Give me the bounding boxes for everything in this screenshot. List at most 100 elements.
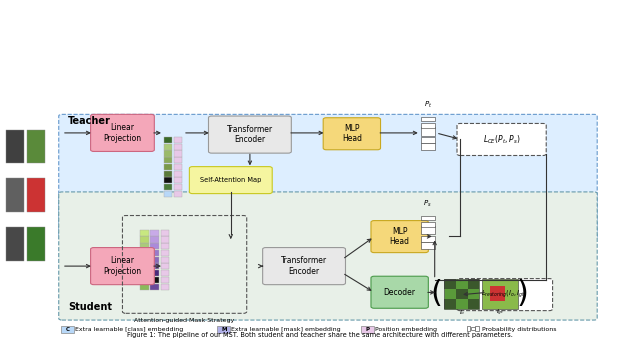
Text: P: P	[365, 327, 369, 332]
Bar	[27, 227, 45, 261]
Bar	[140, 243, 148, 249]
Bar	[27, 130, 45, 163]
Bar	[174, 137, 182, 143]
Bar	[174, 184, 182, 190]
Bar	[161, 243, 169, 249]
Bar	[420, 143, 435, 150]
FancyBboxPatch shape	[323, 118, 381, 150]
Text: Student: Student	[68, 302, 112, 312]
Bar	[150, 264, 159, 270]
Bar	[6, 130, 24, 163]
Bar	[150, 230, 159, 236]
Bar	[444, 278, 479, 309]
Text: $I_o$: $I_o$	[459, 308, 465, 317]
FancyBboxPatch shape	[262, 248, 346, 285]
Bar	[140, 270, 148, 276]
Bar	[174, 144, 182, 150]
Text: MLP
Head: MLP Head	[342, 124, 362, 143]
Bar	[150, 284, 159, 290]
Bar	[164, 144, 172, 150]
Bar	[140, 250, 148, 256]
Bar	[164, 164, 172, 170]
Bar	[161, 236, 169, 242]
Bar	[161, 270, 169, 276]
Text: $P_s$: $P_s$	[424, 199, 432, 209]
Bar	[174, 177, 182, 184]
Bar	[490, 286, 505, 301]
Bar	[468, 299, 479, 309]
Bar	[27, 178, 45, 212]
Bar	[164, 177, 172, 184]
Bar	[6, 178, 24, 212]
Bar	[174, 191, 182, 197]
Bar	[174, 164, 182, 170]
Bar	[420, 117, 435, 121]
Text: Probability distributions: Probability distributions	[483, 327, 557, 332]
Bar	[164, 171, 172, 177]
Bar	[471, 327, 475, 330]
Bar	[140, 236, 148, 242]
Bar	[140, 277, 148, 283]
Bar	[161, 277, 169, 283]
FancyBboxPatch shape	[59, 114, 597, 239]
Bar	[420, 222, 435, 227]
Text: M: M	[221, 327, 227, 332]
Bar	[174, 150, 182, 156]
Bar	[140, 230, 148, 236]
Text: Attention-guided Mask Strategy: Attention-guided Mask Strategy	[134, 318, 235, 323]
FancyBboxPatch shape	[189, 167, 272, 193]
Bar	[164, 150, 172, 156]
Text: $L_{restoring}(I_o, I_{gt})$: $L_{restoring}(I_o, I_{gt})$	[481, 289, 528, 300]
Bar	[161, 284, 169, 290]
Bar	[174, 171, 182, 177]
Bar	[150, 250, 159, 256]
Text: $I_{gt}$: $I_{gt}$	[496, 308, 504, 318]
Bar	[161, 230, 169, 236]
Bar	[161, 250, 169, 256]
Bar	[164, 137, 172, 143]
Bar	[456, 289, 468, 299]
Text: C: C	[66, 327, 70, 332]
Text: Figure 1: The pipeline of our MST. Both student and teacher share the same archi: Figure 1: The pipeline of our MST. Both …	[127, 332, 513, 338]
FancyBboxPatch shape	[209, 116, 291, 153]
Bar	[150, 236, 159, 242]
Bar	[444, 278, 456, 289]
Bar	[150, 243, 159, 249]
Bar	[161, 264, 169, 270]
Bar	[420, 226, 435, 234]
Text: Decoder: Decoder	[383, 288, 415, 297]
FancyBboxPatch shape	[457, 123, 546, 155]
FancyBboxPatch shape	[218, 326, 230, 333]
Bar	[164, 157, 172, 163]
Bar	[174, 157, 182, 163]
Bar	[476, 326, 479, 331]
Bar	[140, 284, 148, 290]
Bar	[420, 236, 435, 242]
Bar	[150, 277, 159, 283]
Bar	[6, 227, 24, 261]
FancyBboxPatch shape	[59, 192, 597, 320]
Bar	[140, 264, 148, 270]
Bar	[420, 123, 435, 128]
Bar	[483, 278, 518, 309]
Bar	[420, 216, 435, 220]
FancyBboxPatch shape	[361, 326, 374, 333]
Bar	[420, 242, 435, 249]
Text: Position embedding: Position embedding	[375, 327, 437, 332]
Bar	[150, 257, 159, 263]
FancyBboxPatch shape	[91, 114, 154, 151]
FancyBboxPatch shape	[457, 278, 552, 311]
FancyBboxPatch shape	[371, 276, 428, 308]
Text: Linear
Projection: Linear Projection	[104, 123, 141, 142]
Text: $P_t$: $P_t$	[424, 100, 432, 110]
Bar	[161, 257, 169, 263]
Bar	[150, 270, 159, 276]
Bar	[140, 257, 148, 263]
Bar	[164, 184, 172, 190]
Text: Self-Attention Map: Self-Attention Map	[200, 177, 262, 183]
Text: Teacher: Teacher	[68, 117, 111, 126]
Text: ): )	[516, 279, 529, 308]
Bar	[468, 278, 479, 289]
Text: MLP
Head: MLP Head	[390, 227, 410, 246]
Text: $L_{CE}(P_t, P_s)$: $L_{CE}(P_t, P_s)$	[483, 133, 520, 146]
